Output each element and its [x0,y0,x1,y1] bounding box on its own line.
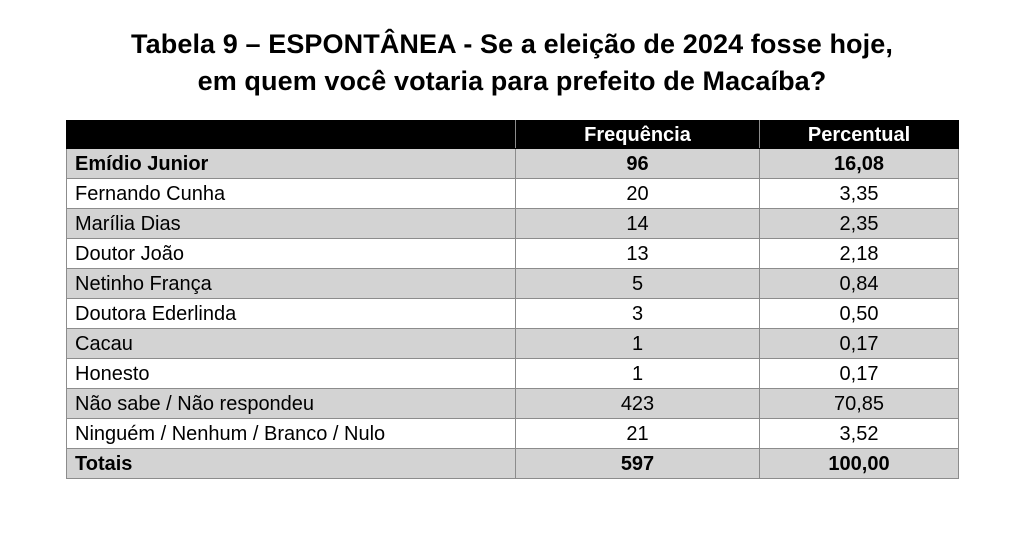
frequency-value: 3 [515,298,760,329]
percent-value: 0,84 [759,268,959,299]
frequency-value: 14 [515,208,760,239]
candidate-name: Marília Dias [66,208,516,239]
frequency-value: 21 [515,418,760,449]
percent-value: 16,08 [759,148,959,179]
percent-value: 2,35 [759,208,959,239]
totals-label: Totais [66,448,516,479]
candidate-name: Emídio Junior [66,148,516,179]
frequency-value: 423 [515,388,760,419]
frequency-value: 5 [515,268,760,299]
table-title: Tabela 9 – ESPONTÂNEA - Se a eleição de … [0,26,1024,100]
table-row: Fernando Cunha 20 3,35 [66,178,959,209]
totals-frequency: 597 [515,448,760,479]
header-frequencia: Frequência [515,120,760,149]
percent-value: 0,17 [759,328,959,359]
table-row: Doutor João 13 2,18 [66,238,959,269]
header-percentual: Percentual [759,120,959,149]
percent-value: 70,85 [759,388,959,419]
table-header-row: Frequência Percentual [66,120,959,149]
percent-value: 0,17 [759,358,959,389]
frequency-value: 13 [515,238,760,269]
frequency-value: 96 [515,148,760,179]
table-title-line-1: Tabela 9 – ESPONTÂNEA - Se a eleição de … [131,29,893,59]
table-row: Netinho França 5 0,84 [66,268,959,299]
frequency-value: 20 [515,178,760,209]
candidate-name: Ninguém / Nenhum / Branco / Nulo [66,418,516,449]
candidate-name: Doutor João [66,238,516,269]
table-row: Não sabe / Não respondeu 423 70,85 [66,388,959,419]
table-row: Marília Dias 14 2,35 [66,208,959,239]
frequency-value: 1 [515,358,760,389]
percent-value: 3,52 [759,418,959,449]
table-title-line-2: em quem você votaria para prefeito de Ma… [197,66,827,96]
percent-value: 0,50 [759,298,959,329]
percent-value: 2,18 [759,238,959,269]
frequency-value: 1 [515,328,760,359]
header-name [66,120,516,149]
totals-percent: 100,00 [759,448,959,479]
table-row: Emídio Junior 96 16,08 [66,148,959,179]
candidate-name: Doutora Ederlinda [66,298,516,329]
table-row: Cacau 1 0,17 [66,328,959,359]
table-row: Ninguém / Nenhum / Branco / Nulo 21 3,52 [66,418,959,449]
table-row: Honesto 1 0,17 [66,358,959,389]
candidate-name: Não sabe / Não respondeu [66,388,516,419]
candidate-name: Fernando Cunha [66,178,516,209]
candidate-name: Netinho França [66,268,516,299]
candidate-name: Honesto [66,358,516,389]
results-table: Frequência Percentual Emídio Junior 96 1… [66,120,959,479]
table-row: Doutora Ederlinda 3 0,50 [66,298,959,329]
candidate-name: Cacau [66,328,516,359]
totals-row: Totais 597 100,00 [66,448,959,479]
percent-value: 3,35 [759,178,959,209]
